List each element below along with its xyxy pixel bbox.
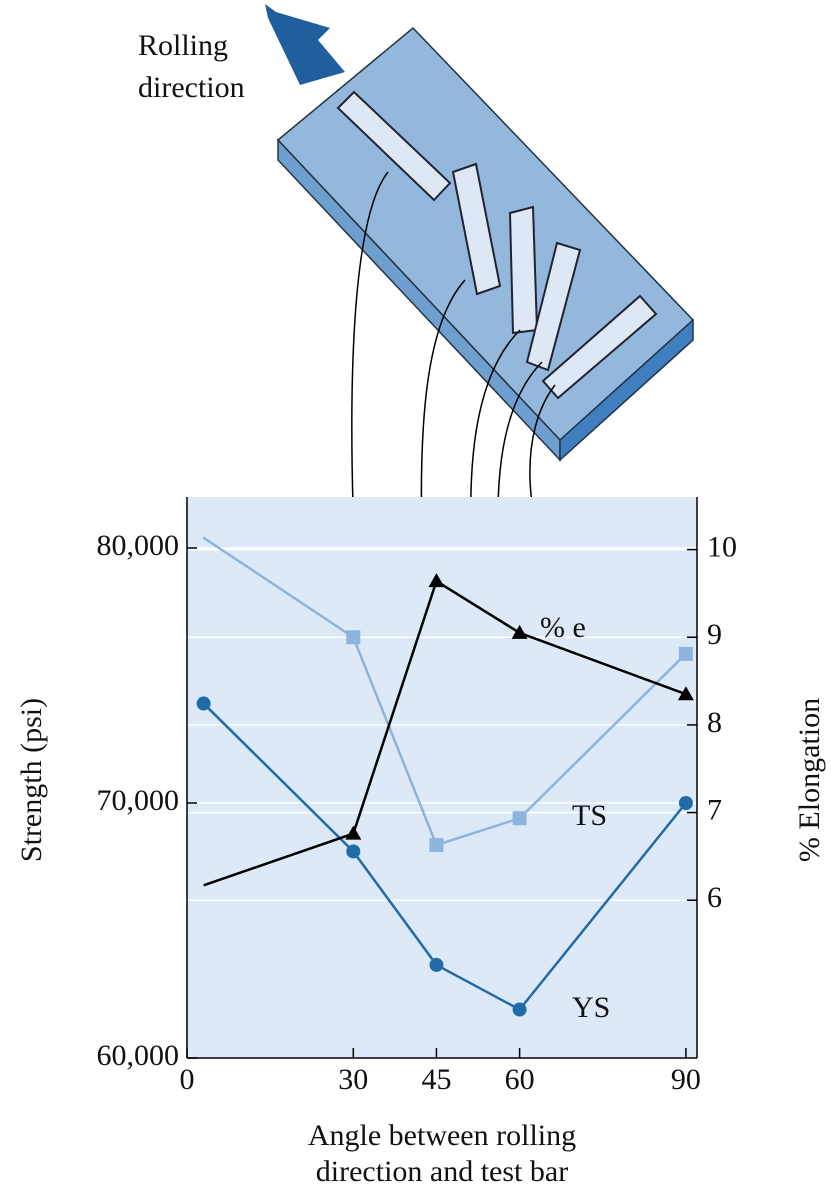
x-axis-label: direction and test bar xyxy=(316,1155,568,1188)
point xyxy=(429,838,443,852)
series-label: % e xyxy=(540,611,586,644)
x-axis-label: Angle between rolling xyxy=(308,1119,576,1152)
y2-tick-label: 10 xyxy=(707,530,737,563)
point xyxy=(346,630,360,644)
y-tick-label: 80,000 xyxy=(97,529,180,562)
rolling-label: Rolling xyxy=(138,29,228,62)
series-label: YS xyxy=(572,991,610,1024)
page: {"chart_data": { "type": "line", "rollin… xyxy=(0,0,831,1193)
y2-axis-label: % Elongation xyxy=(793,698,826,862)
point xyxy=(679,647,693,661)
point xyxy=(429,958,443,972)
chart: Rolling direction Angle between rolling … xyxy=(0,0,831,1193)
point xyxy=(513,811,527,825)
point xyxy=(346,844,360,858)
x-tick-label: 45 xyxy=(421,1063,451,1096)
x-tick-label: 60 xyxy=(505,1063,535,1096)
rolling-label: direction xyxy=(138,71,245,104)
y2-tick-label: 6 xyxy=(707,881,722,914)
plot-area xyxy=(187,497,697,1058)
y-tick-label: 60,000 xyxy=(97,1039,180,1072)
x-tick-label: 30 xyxy=(338,1063,368,1096)
y2-tick-label: 8 xyxy=(707,706,722,739)
test-bar xyxy=(510,207,537,333)
point xyxy=(197,697,211,711)
y-axis-label: Strength (psi) xyxy=(15,698,48,862)
point xyxy=(513,1003,527,1017)
series-label: TS xyxy=(572,799,607,832)
x-tick-label: 0 xyxy=(180,1063,195,1096)
point xyxy=(203,537,205,539)
y2-tick-label: 7 xyxy=(707,793,722,826)
y-tick-label: 70,000 xyxy=(97,784,180,817)
y2-tick-label: 9 xyxy=(707,618,722,651)
point xyxy=(679,796,693,810)
x-tick-label: 90 xyxy=(671,1063,701,1096)
rolling-arrow xyxy=(265,4,345,85)
